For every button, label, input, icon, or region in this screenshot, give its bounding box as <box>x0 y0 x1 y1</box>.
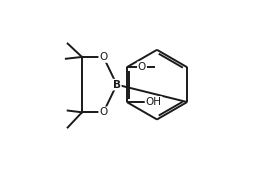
Text: B: B <box>113 80 121 90</box>
Text: OH: OH <box>146 97 162 107</box>
Text: O: O <box>99 107 108 117</box>
Text: O: O <box>99 52 108 62</box>
Text: O: O <box>138 62 146 72</box>
